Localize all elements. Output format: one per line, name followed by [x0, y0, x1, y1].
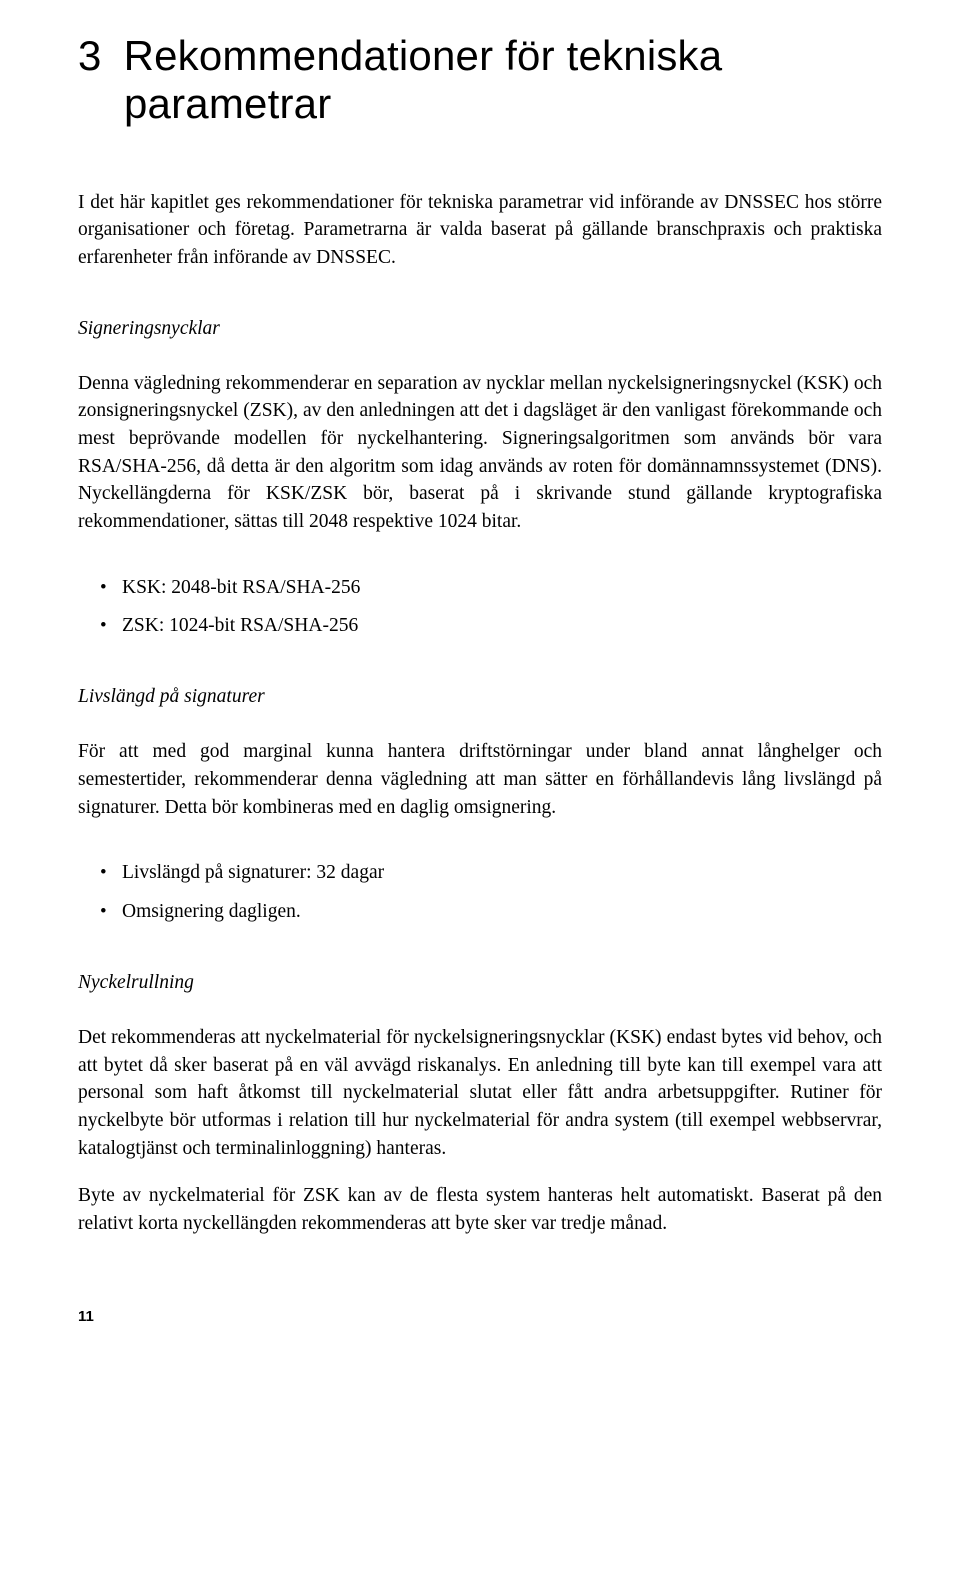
list-item: Livslängd på signaturer: 32 dagar — [78, 859, 882, 887]
section-rollover-paragraph-1: Det rekommenderas att nyckelmaterial för… — [78, 1024, 882, 1162]
section-heading-rollover: Nyckelrullning — [78, 972, 882, 994]
section-rollover-paragraph-2: Byte av nyckelmaterial för ZSK kan av de… — [78, 1182, 882, 1237]
chapter-title-line2: parametrar — [124, 80, 331, 127]
intro-paragraph: I det här kapitlet ges rekommendationer … — [78, 189, 882, 272]
section-keys-bullets: KSK: 2048-bit RSA/SHA-256 ZSK: 1024-bit … — [78, 574, 882, 641]
section-heading-keys: Signeringsnycklar — [78, 318, 882, 340]
section-lifetime-paragraph: För att med god marginal kunna hantera d… — [78, 738, 882, 821]
list-item: Omsignering dagligen. — [78, 898, 882, 926]
section-lifetime-bullets: Livslängd på signaturer: 32 dagar Omsign… — [78, 859, 882, 926]
section-heading-lifetime: Livslängd på signaturer — [78, 686, 882, 708]
list-item: ZSK: 1024-bit RSA/SHA-256 — [78, 612, 882, 640]
chapter-title-line1: Rekommendationer för tekniska — [124, 32, 723, 79]
section-keys-paragraph: Denna vägledning rekommenderar en separa… — [78, 370, 882, 536]
page-number: 11 — [78, 1308, 882, 1325]
document-page: 3 Rekommendationer för tekniska parametra… — [0, 0, 960, 1365]
chapter-heading: 3 Rekommendationer för tekniska parametra… — [78, 32, 882, 129]
chapter-number: 3 — [78, 32, 102, 80]
list-item: KSK: 2048-bit RSA/SHA-256 — [78, 574, 882, 602]
